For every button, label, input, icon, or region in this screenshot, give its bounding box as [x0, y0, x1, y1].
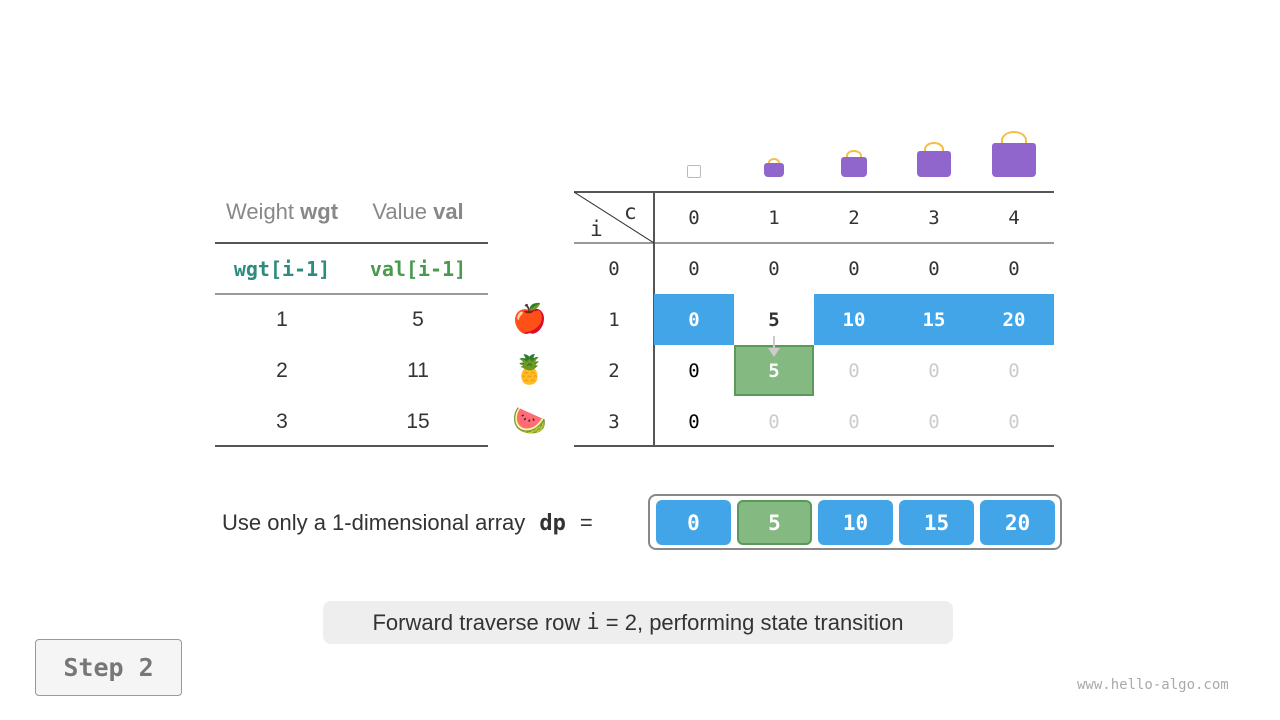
corner-c-label: c	[624, 200, 637, 224]
empty-bag-icon	[687, 165, 701, 178]
row-label: 2	[608, 359, 620, 382]
caption-code: i	[586, 610, 600, 635]
caption-text: Forward traverse row	[372, 609, 587, 635]
dp-cell: 0	[654, 294, 734, 345]
header-label: Value	[372, 199, 434, 224]
dp-cell: 0	[928, 257, 940, 280]
dp-cell: 0	[688, 359, 700, 382]
dp-cell: 0	[768, 257, 780, 280]
value-cell: 15	[406, 410, 430, 433]
weight-cell: 2	[276, 359, 288, 382]
dp-cell: 10	[814, 294, 894, 345]
arrow-down-icon	[773, 336, 775, 348]
divider	[574, 191, 1054, 193]
value-cell: 5	[412, 308, 424, 331]
header-var: wgt	[300, 199, 339, 224]
divider	[574, 445, 1054, 447]
watermark: www.hello-algo.com	[1077, 677, 1229, 693]
header-label: Weight	[225, 199, 301, 224]
dp-array-frame	[648, 494, 1062, 550]
capacity-header: 3	[928, 206, 940, 229]
dp-cell: 0	[848, 410, 860, 433]
header-var: val	[433, 199, 464, 224]
subheader: val[i-1]	[369, 257, 467, 281]
apple-icon: 🍎	[512, 303, 547, 334]
dp-cell: 0	[848, 359, 860, 382]
weight-cell: 3	[276, 410, 288, 433]
bag-icon	[764, 163, 784, 177]
caption-text-end: = 2, performing state transition	[599, 609, 904, 635]
bag-icon	[992, 143, 1036, 177]
row-label: 0	[608, 257, 620, 280]
bag-handle-icon	[923, 141, 945, 157]
dp-cell: 0	[1008, 257, 1020, 280]
dp-cell: 15	[894, 294, 974, 345]
dp-cell: 20	[974, 294, 1054, 345]
column-header: Value val	[350, 199, 486, 225]
equals-sign: =	[579, 510, 593, 535]
dp-label-text: Use only a 1-dimensional array	[222, 510, 532, 535]
arrow-head-icon	[768, 348, 780, 357]
caption: Forward traverse row i = 2, performing s…	[323, 601, 953, 644]
dp-label: Use only a 1-dimensional array dp =	[222, 510, 593, 536]
dp-cell: 0	[688, 257, 700, 280]
dp-cell: 0	[656, 500, 731, 545]
divider	[215, 293, 488, 295]
dp-cell: 10	[818, 500, 893, 545]
weight-cell: 1	[276, 308, 288, 331]
dp-cell: 0	[768, 410, 780, 433]
bag-handle-icon	[1000, 131, 1028, 151]
value-cell: 11	[407, 359, 429, 382]
row-label: 1	[608, 308, 620, 331]
capacity-header: 2	[848, 206, 860, 229]
dp-cell: 0	[928, 359, 940, 382]
dp-cell: 0	[1008, 410, 1020, 433]
corner-diagonal	[574, 192, 654, 243]
pineapple-icon: 🍍	[512, 354, 547, 385]
dp-cell: 5	[768, 308, 780, 331]
dp-current-cell: 5	[737, 500, 812, 545]
dp-cell: 0	[928, 410, 940, 433]
step-button[interactable]: Step 2	[35, 639, 182, 696]
corner-i-label: i	[590, 217, 603, 241]
row-label: 3	[608, 410, 620, 433]
divider	[215, 445, 488, 447]
capacity-header: 1	[768, 206, 780, 229]
bag-icon	[917, 151, 951, 177]
capacity-header: 0	[688, 206, 700, 229]
divider	[574, 242, 1054, 244]
divider	[215, 242, 488, 244]
subheader: wgt[i-1]	[233, 257, 331, 281]
capacity-header: 4	[1008, 206, 1020, 229]
dp-cell: 0	[848, 257, 860, 280]
bag-handle-icon	[846, 150, 862, 162]
dp-cell: 0	[1008, 359, 1020, 382]
bag-icon	[841, 157, 867, 177]
dp-cell: 20	[980, 500, 1055, 545]
dp-cell: 0	[688, 410, 700, 433]
column-header: Weight wgt	[214, 199, 350, 225]
dp-cell: 15	[899, 500, 974, 545]
dp-var: dp	[539, 511, 566, 536]
watermelon-icon: 🍉	[512, 405, 547, 436]
bag-handle-icon	[768, 158, 780, 168]
